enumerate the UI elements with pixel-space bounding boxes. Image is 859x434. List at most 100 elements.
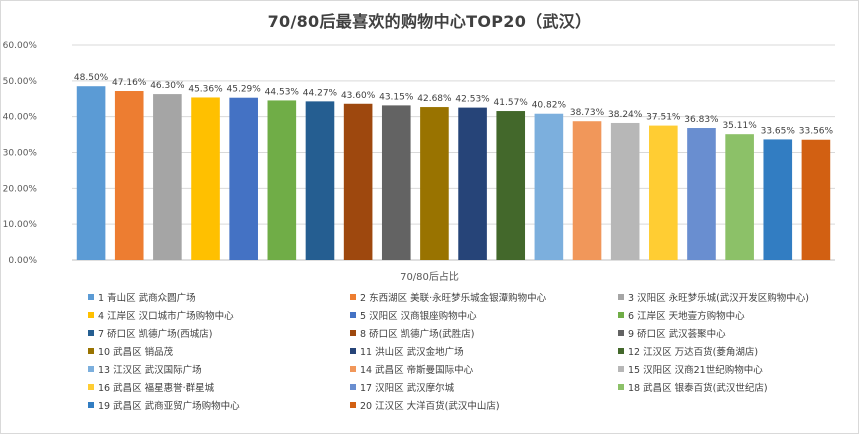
legend-label: 12 江汉区 万达百货(菱角湖店) [628,346,759,358]
y-axis-ticks: 0.00% 10.00% 20.00% 30.00% 40.00% 50.00% 60.00… [3,41,38,266]
legend-swatch [88,365,94,372]
legend-item: 19 武昌区 武商亚贸广场购物中心 [88,396,350,413]
legend-label: 4 江岸区 汉口城市广场购物中心 [98,310,234,322]
legend-label: 5 汉阳区 汉商银座购物中心 [360,310,477,322]
legend-item: 2 东西湖区 美联·永旺梦乐城金银潭购物中心 [350,288,618,305]
legend-swatch [350,383,356,390]
data-label: 43.60% [341,91,376,101]
legend-label: 15 汉阳区 汉商21世纪购物中心 [628,364,763,376]
data-label: 47.16% [112,78,147,88]
data-labels: 48.50% 47.16% 46.30% 45.36% 45.29% 44.53% 44.2… [74,73,834,137]
legend-swatch [350,329,356,336]
legend-item: 17 汉阳区 武汉摩尔城 [350,378,618,395]
data-label: 42.68% [417,94,452,104]
data-label: 37.51% [646,113,681,123]
y-tick-label: 30.00% [3,149,38,159]
legend-label: 11 洪山区 武汉金地广场 [360,346,464,358]
legend-item: 7 硚口区 凯德广场(西城店) [88,324,350,341]
data-label: 38.24% [608,110,643,120]
legend-item: 9 硚口区 武汉荟聚中心 [618,324,848,341]
y-tick-label: 40.00% [3,113,38,123]
legend-label: 6 江岸区 天地壹方购物中心 [628,310,745,322]
bar [305,101,335,260]
data-label: 41.57% [494,98,529,108]
bar [801,139,831,260]
legend-item: 14 武昌区 帝斯曼国际中心 [350,360,618,377]
legend-item: 5 汉阳区 汉商银座购物中心 [350,306,618,323]
bar [725,134,754,260]
legend-label: 1 青山区 武商众圆广场 [98,292,196,304]
legend-item: 3 汉阳区 永旺梦乐城(武汉开发区购物中心) [618,288,848,305]
legend-item: 1 青山区 武商众圆广场 [88,288,350,305]
legend-swatch [618,383,624,390]
legend-item: 6 江岸区 天地壹方购物中心 [618,306,848,323]
legend-label: 19 武昌区 武商亚贸广场购物中心 [98,400,240,412]
legend-label: 18 武昌区 银泰百货(武汉世纪店) [628,382,768,394]
data-label: 38.73% [570,108,605,118]
data-label: 42.53% [455,95,490,105]
data-label: 33.56% [799,127,834,137]
bar [267,100,297,260]
legend-label: 13 江汉区 武汉国际广场 [98,364,202,376]
bar [153,94,182,260]
legend-item: 18 武昌区 银泰百货(武汉世纪店) [618,378,848,395]
x-axis-label: 70/80后占比 [400,272,459,283]
data-label: 48.50% [74,73,109,83]
legend-item: 11 洪山区 武汉金地广场 [350,342,618,359]
bar [649,125,678,260]
data-label: 44.27% [303,88,338,98]
legend-label: 16 武昌区 福星惠誉·群星城 [98,382,215,394]
legend-item: 10 武昌区 销品茂 [88,342,350,359]
legend-item: 12 江汉区 万达百货(菱角湖店) [618,342,848,359]
legend-swatch [88,311,94,318]
legend-swatch [88,293,94,300]
bar [572,121,602,260]
bar [229,97,258,260]
bar [76,86,106,260]
legend-item: 8 硚口区 凯德广场(武胜店) [350,324,618,341]
legend-label: 2 东西湖区 美联·永旺梦乐城金银潭购物中心 [360,292,547,304]
bar [534,113,564,260]
legend-label: 10 武昌区 销品茂 [98,346,174,358]
legend-swatch [618,329,624,336]
legend-label: 3 汉阳区 永旺梦乐城(武汉开发区购物中心) [628,292,809,304]
legend-label: 14 武昌区 帝斯曼国际中心 [360,364,474,376]
legend-swatch [618,347,624,354]
y-tick-label: 10.00% [3,220,38,230]
legend-swatch [350,311,356,318]
legend-swatch [350,365,356,372]
legend-item: 20 江汉区 大洋百货(武汉中山店) [350,396,618,413]
legend-swatch [88,347,94,354]
data-label: 43.15% [379,92,414,102]
bar [191,97,220,261]
gridlines [72,44,835,261]
bar [687,128,716,260]
data-label: 33.65% [761,126,796,136]
data-label: 45.36% [188,84,223,94]
legend-swatch [350,401,356,408]
legend-item: 4 江岸区 汉口城市广场购物中心 [88,306,350,323]
data-label: 40.82% [532,101,567,111]
legend-swatch [350,347,356,354]
legend-swatch [618,293,624,300]
data-label: 44.53% [265,87,300,97]
data-label: 45.29% [227,85,262,95]
legend-label: 9 硚口区 武汉荟聚中心 [628,328,726,340]
chart-title: 70/80后最喜欢的购物中心TOP20（武汉） [267,12,592,31]
legend-item: 13 江汉区 武汉国际广场 [88,360,350,377]
legend-item: 15 汉阳区 汉商21世纪购物中心 [618,360,848,377]
bar [381,105,411,260]
y-tick-label: 20.00% [3,184,38,194]
legend-swatch [88,329,94,336]
bar [496,111,526,260]
y-tick-label: 0.00% [8,256,37,266]
legend-swatch [350,293,356,300]
bar [610,122,640,261]
legend-swatch [618,311,624,318]
legend-item: 16 武昌区 福星惠誉·群星城 [88,378,350,395]
bar [420,107,449,261]
bar [343,103,373,261]
bar [458,107,487,260]
y-tick-label: 50.00% [3,77,38,87]
